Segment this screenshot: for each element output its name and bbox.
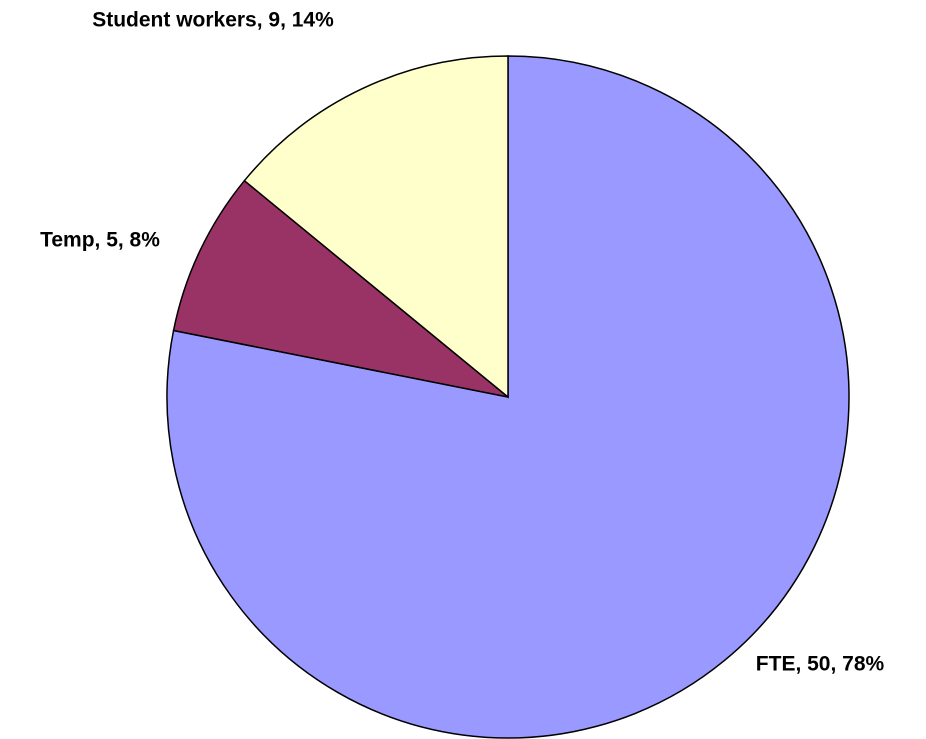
pie-slice: [172, 179, 509, 398]
data-label: Temp, 5, 8%: [40, 229, 160, 252]
data-label: Student workers, 9, 14%: [92, 9, 334, 32]
pie-slice: [243, 55, 509, 399]
data-label: FTE, 50, 78%: [756, 653, 885, 676]
